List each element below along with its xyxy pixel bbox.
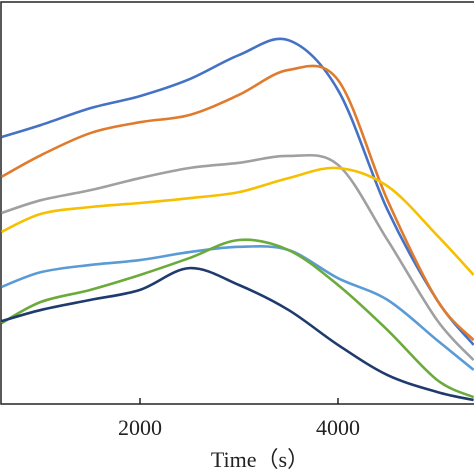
series-line	[1, 266, 474, 402]
series-line	[0, 166, 474, 276]
series-line	[1, 37, 474, 346]
x-tick-label: 4000	[316, 415, 360, 440]
series-line	[0, 64, 474, 341]
x-axis-label: Time（s）	[211, 447, 309, 472]
series-line	[0, 238, 474, 399]
series-line	[0, 153, 474, 362]
series-line	[0, 245, 474, 371]
x-tick-label: 2000	[118, 415, 162, 440]
plot-frame	[0, 1, 474, 405]
